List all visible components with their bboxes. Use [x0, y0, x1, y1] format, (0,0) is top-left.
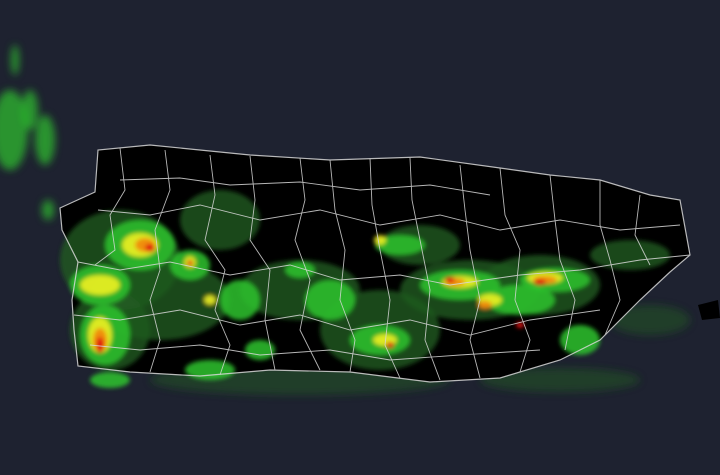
radar-echo	[610, 305, 690, 335]
radar-echo	[386, 342, 394, 348]
radar-echo	[374, 235, 386, 245]
radar-echo	[305, 280, 355, 320]
radar-echo	[185, 360, 235, 380]
radar-echo	[80, 275, 120, 295]
radar-echo	[445, 277, 455, 283]
radar-echo	[478, 301, 492, 309]
radar-echo	[560, 325, 600, 355]
radar-echo	[90, 372, 130, 388]
radar-echo	[180, 190, 260, 250]
radar-echo	[0, 90, 28, 170]
eastern-islands	[698, 300, 720, 320]
radar-echo	[245, 340, 275, 360]
radar-echo	[145, 244, 155, 252]
radar-echo	[220, 280, 260, 320]
radar-echo	[11, 45, 19, 75]
radar-echo	[534, 279, 546, 285]
radar-echo	[590, 240, 670, 270]
radar-echo	[516, 322, 524, 328]
radar-echo	[480, 368, 640, 392]
radar-echo	[96, 337, 104, 353]
radar-echo	[35, 115, 55, 165]
radar-echo	[187, 260, 193, 266]
municipality-borders	[59, 144, 691, 383]
radar-echo	[204, 295, 216, 305]
radar-echo	[285, 262, 315, 278]
radar-echo	[42, 200, 54, 220]
radar-echo	[375, 235, 425, 255]
radar-echo	[22, 90, 38, 130]
radar-echo	[485, 285, 555, 315]
